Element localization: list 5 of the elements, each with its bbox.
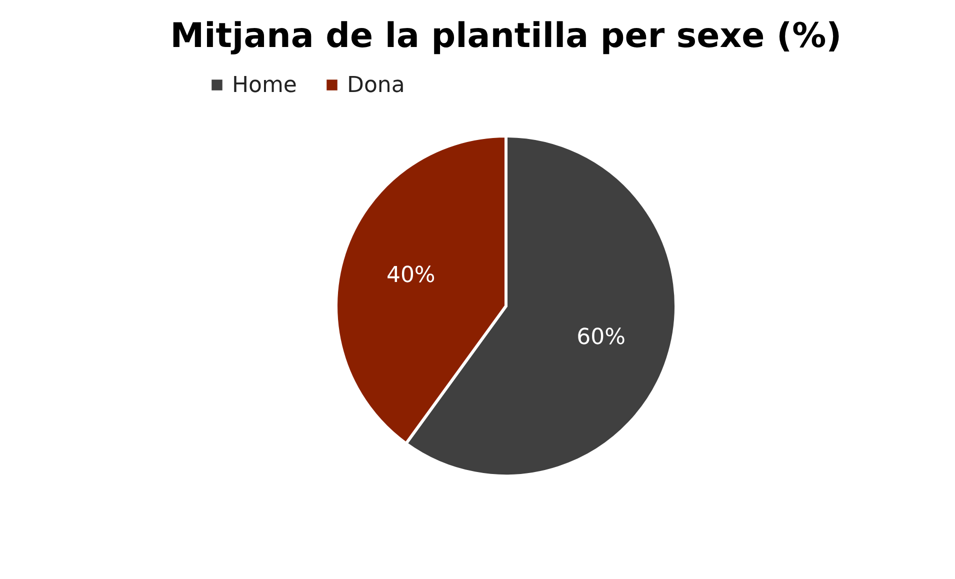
legend-label: Home	[232, 73, 297, 98]
legend-label: Dona	[347, 73, 405, 98]
data-label: 40%	[386, 263, 436, 288]
chart-title: Mitjana de la plantilla per sexe (%)	[170, 16, 842, 56]
data-label: 60%	[576, 324, 626, 350]
